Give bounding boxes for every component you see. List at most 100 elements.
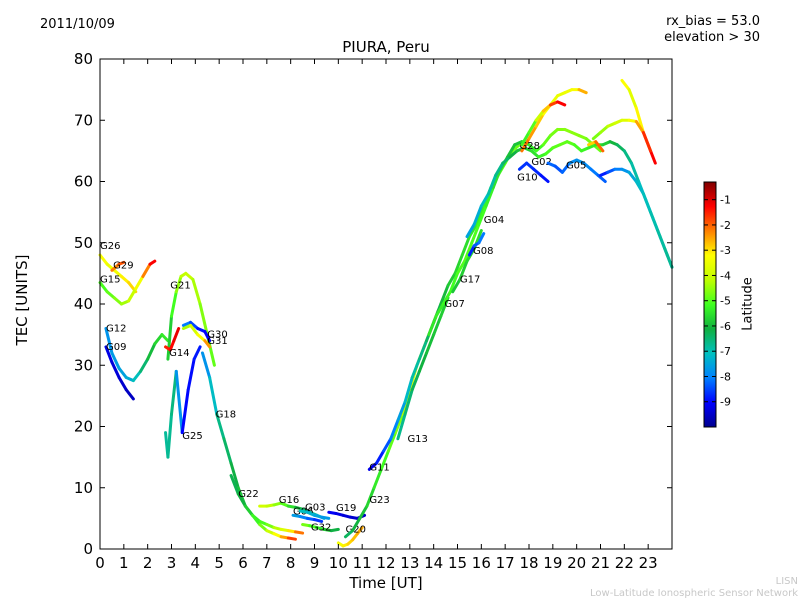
- series-segment: [286, 536, 297, 541]
- series-g15: G15: [98, 259, 157, 306]
- series-segment: [463, 241, 474, 263]
- series-segment: [379, 449, 390, 471]
- series-segment: [119, 274, 131, 285]
- series-segment: [451, 278, 462, 294]
- series-g22: G22: [229, 474, 297, 541]
- y-tick-label: 10: [74, 479, 93, 497]
- series-segment: [293, 530, 305, 535]
- series-segment: [358, 504, 369, 520]
- series-segment: [117, 376, 128, 392]
- x-tick-label: 2: [143, 554, 153, 572]
- bias-info: rx_bias = 53.0 elevation > 30: [664, 14, 760, 46]
- series-g08: G08: [467, 232, 493, 257]
- series-segment: [386, 431, 398, 453]
- series-g10: G10: [517, 161, 550, 183]
- series-segment: [539, 173, 550, 183]
- x-tick-label: 11: [353, 554, 372, 572]
- x-tick-label: 6: [238, 554, 248, 572]
- series-segment: [186, 357, 196, 392]
- y-tick-label: 20: [74, 418, 93, 436]
- series-segment: [479, 192, 490, 208]
- series-segment: [470, 222, 481, 245]
- series-label: G31: [207, 336, 227, 347]
- series-g13: G13: [396, 296, 450, 445]
- series-segment: [117, 366, 128, 379]
- series-label: G14: [169, 348, 189, 359]
- series-segment: [508, 149, 519, 159]
- series-label: G13: [407, 434, 427, 445]
- series-segment: [446, 271, 457, 288]
- series-segment: [105, 290, 116, 300]
- colorbar-tick-label: -3: [720, 244, 731, 257]
- series-segment: [529, 149, 541, 159]
- series-label: G20: [345, 524, 365, 535]
- x-tick-label: 10: [329, 554, 348, 572]
- x-tick-label: 5: [214, 554, 224, 572]
- series-segment: [456, 259, 467, 275]
- series-segment: [98, 281, 109, 294]
- series-g32: G32: [301, 523, 340, 534]
- x-tick-label: 4: [191, 554, 201, 572]
- series-g25: G25: [164, 345, 203, 459]
- series-segment: [439, 284, 450, 306]
- series-segment: [596, 173, 607, 183]
- series-label: G28: [519, 141, 539, 152]
- series-label: G05: [566, 161, 586, 172]
- series-g29: G29: [110, 260, 134, 272]
- series-segment: [663, 247, 674, 269]
- series-segment: [127, 287, 138, 303]
- series-label: G18: [216, 409, 236, 420]
- elevation-label: elevation > 30: [664, 30, 760, 45]
- colorbar-tick-label: -6: [720, 320, 731, 333]
- series-segment: [98, 253, 109, 266]
- series-segment: [320, 515, 331, 520]
- series-segment: [434, 302, 445, 318]
- series-label: G11: [369, 463, 389, 474]
- x-tick-label: 3: [167, 554, 177, 572]
- series-segment: [556, 100, 567, 107]
- series-segment: [620, 78, 631, 92]
- series-label: G19: [336, 503, 356, 514]
- series-segment: [313, 518, 324, 523]
- series-segment: [589, 167, 600, 177]
- colorbar-tick-label: -1: [720, 194, 731, 207]
- series-segment: [460, 235, 471, 257]
- series-segment: [477, 232, 486, 245]
- series-segment: [649, 149, 657, 165]
- x-tick-label: 21: [591, 554, 610, 572]
- x-axis-label: Time [UT]: [349, 574, 423, 592]
- series-segment: [494, 161, 505, 177]
- series-label: G32: [311, 523, 331, 534]
- series-segment: [520, 137, 531, 153]
- series-label: G09: [106, 342, 126, 353]
- series-g03: G03: [298, 502, 331, 520]
- series-segment: [189, 323, 200, 337]
- series-segment: [153, 333, 164, 346]
- y-ticks: 0 10 20 30 40 50 60 70 80: [74, 50, 672, 558]
- series-segment: [174, 369, 184, 435]
- x-tick-label: 19: [543, 554, 562, 572]
- series-label: G22: [238, 489, 258, 500]
- series-segment: [160, 333, 170, 343]
- series-segment: [501, 155, 512, 165]
- series-g14: G14: [164, 327, 190, 359]
- series-segment: [148, 259, 157, 266]
- colorbar-tick-label: -7: [720, 345, 731, 358]
- series-segment: [372, 467, 383, 490]
- series-segment: [172, 327, 181, 343]
- series-segment: [486, 173, 498, 196]
- series-segment: [258, 523, 269, 533]
- series-label: G30: [207, 330, 227, 341]
- series-segment: [329, 527, 340, 533]
- series-label: G07: [444, 299, 464, 310]
- series-segment: [577, 88, 588, 95]
- series-segment: [229, 474, 240, 496]
- credit-long: Low-Latitude Ionospheric Sensor Network: [590, 588, 798, 599]
- series-g31: G31: [181, 323, 228, 349]
- series-segment: [439, 296, 450, 318]
- series-segment: [641, 192, 653, 214]
- series-label: G17: [460, 275, 480, 286]
- x-tick-label: 8: [286, 554, 296, 572]
- series-segment: [189, 320, 200, 330]
- x-tick-label: 15: [448, 554, 467, 572]
